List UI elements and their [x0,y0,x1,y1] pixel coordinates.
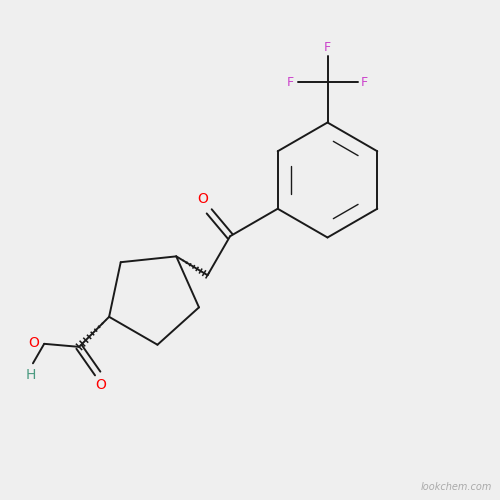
Text: O: O [95,378,106,392]
Text: F: F [324,41,331,54]
Text: F: F [287,76,294,89]
Text: H: H [26,368,36,382]
Text: O: O [28,336,39,350]
Text: O: O [198,192,208,206]
Text: lookchem.com: lookchem.com [421,482,492,492]
Text: F: F [361,76,368,89]
